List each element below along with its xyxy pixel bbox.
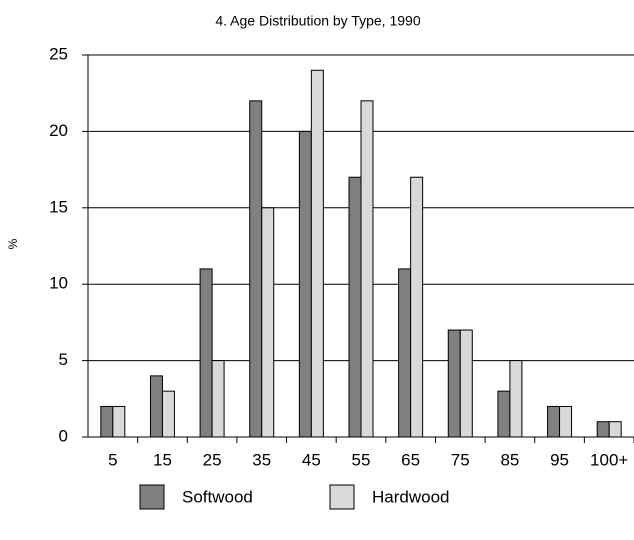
bar	[199, 268, 213, 438]
bar	[261, 207, 275, 438]
x-tick-label: 85	[500, 450, 519, 469]
bar	[149, 375, 163, 438]
legend-swatch	[329, 484, 355, 510]
y-tick-label: 5	[59, 350, 68, 369]
bar	[249, 100, 263, 438]
bar	[100, 405, 114, 438]
bar	[161, 390, 175, 438]
x-tick-label: 15	[153, 450, 172, 469]
x-tick-label: 65	[401, 450, 420, 469]
bar	[509, 360, 523, 438]
x-tick-label: 55	[352, 450, 371, 469]
x-tick-label: 35	[252, 450, 271, 469]
legend-swatch	[139, 484, 165, 510]
x-tick-label: 100+	[590, 450, 628, 469]
y-tick-label: 20	[49, 121, 68, 140]
chart-title: 4. Age Distribution by Type, 1990	[215, 13, 420, 29]
bar	[398, 268, 412, 438]
legend-label: Softwood	[182, 487, 253, 506]
bar	[112, 405, 126, 438]
bar	[547, 405, 561, 438]
x-tick-label: 75	[451, 450, 470, 469]
x-tick-label: 45	[302, 450, 321, 469]
bar	[211, 360, 225, 438]
bar	[497, 390, 511, 438]
y-tick-label: 0	[59, 426, 68, 445]
bar	[310, 69, 324, 438]
y-tick-label: 15	[49, 197, 68, 216]
bar	[360, 100, 374, 438]
y-tick-label: 10	[49, 274, 68, 293]
bar	[298, 130, 312, 438]
bar	[559, 405, 573, 438]
y-tick-label: 25	[49, 44, 68, 63]
bar	[447, 329, 461, 438]
y-axis-label: %	[6, 238, 20, 249]
bar	[459, 329, 473, 438]
bar	[348, 176, 362, 438]
bar	[608, 421, 622, 438]
bar	[410, 176, 424, 438]
x-tick-label: 25	[203, 450, 222, 469]
legend-label: Hardwood	[372, 487, 450, 506]
x-tick-label: 95	[550, 450, 569, 469]
bar	[596, 421, 610, 438]
x-tick-label: 5	[108, 450, 117, 469]
